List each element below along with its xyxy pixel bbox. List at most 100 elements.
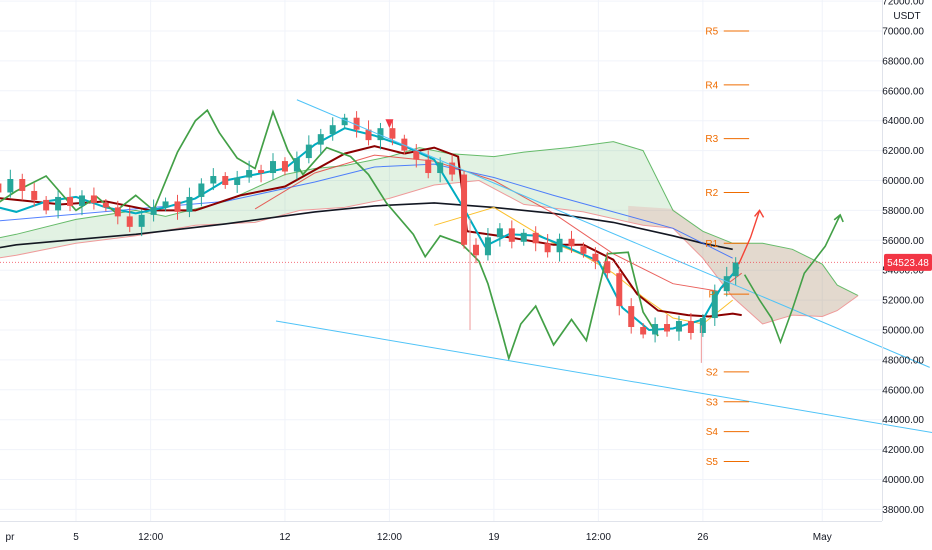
candle-body (616, 273, 623, 307)
time-tick-label: pr (6, 532, 16, 543)
candle-body (329, 125, 336, 135)
last-price-badge: 54523.48 (884, 253, 932, 271)
pivot-label: R2 (705, 188, 718, 199)
price-tick-label: 58000.00 (882, 206, 924, 217)
time-tick-label: 12:00 (377, 532, 402, 543)
price-tick-label: 44000.00 (882, 415, 924, 426)
candle-body (67, 196, 74, 206)
time-tick-label: 12:00 (586, 532, 611, 543)
candle-body (138, 214, 145, 227)
price-tick-label: 62000.00 (882, 146, 924, 157)
cloud-fill-red (628, 205, 859, 324)
price-tick-label: 52000.00 (882, 296, 924, 307)
candle-body (389, 128, 396, 139)
pivot-label: S5 (706, 457, 719, 468)
candle-body (341, 117, 348, 126)
last-price-value: 54523.48 (887, 258, 929, 269)
candle-body (162, 201, 169, 208)
sell-marker (385, 119, 394, 129)
price-tick-label: 68000.00 (882, 56, 924, 67)
pivot-label: S2 (706, 367, 719, 378)
candle-body (198, 183, 205, 197)
pivot-label: R5 (705, 27, 718, 38)
quote-currency-label: USDT (893, 11, 920, 22)
candle-body (19, 179, 26, 191)
time-tick-label: 19 (488, 532, 500, 543)
candle-body (234, 177, 241, 185)
price-tick-label: 72000.00 (882, 0, 924, 8)
trendlines (0, 99, 932, 434)
candle-body (604, 261, 611, 274)
candle-body (652, 324, 659, 335)
candle-body (7, 179, 14, 193)
candle-body (532, 232, 539, 244)
candle-body (126, 216, 133, 227)
candle-body (699, 318, 706, 333)
candle-body (425, 159, 432, 174)
candle-body (544, 243, 551, 253)
candle-body (640, 327, 647, 335)
candle-body (732, 262, 739, 277)
candle-body (508, 228, 515, 242)
candle-body (293, 158, 300, 172)
candle-body (186, 196, 193, 212)
candle-body (317, 134, 324, 145)
candle-body (556, 238, 563, 253)
candle-body (353, 117, 360, 130)
projection-arrows (738, 209, 844, 345)
price-tick-label: 40000.00 (882, 475, 924, 486)
pivot-levels: R5 R4 R3 R2 R1 P S2 S3 S4 S5 (705, 27, 750, 468)
candle-body (365, 129, 372, 141)
candle-body (472, 244, 479, 256)
cloud-span-a (0, 141, 859, 297)
price-tick-label: 56000.00 (882, 236, 924, 247)
pivot-label: R1 (705, 239, 718, 250)
candle-body (580, 246, 587, 254)
price-tick-label: 48000.00 (882, 355, 924, 366)
price-axis[interactable]: 72000.00 70000.00 68000.00 66000.00 64000.00… (882, 0, 924, 516)
candle-body (723, 276, 730, 292)
candle-body (270, 161, 277, 174)
time-tick-label: 5 (73, 532, 79, 543)
candle-body (401, 138, 408, 151)
candle-body (258, 170, 265, 174)
candle-body (246, 170, 253, 178)
descending-resistance-trendline (296, 99, 930, 368)
descending-support-trendline (275, 320, 932, 434)
candle-body (90, 195, 97, 203)
candle-body (222, 176, 229, 185)
candle-body (687, 321, 694, 333)
candle-body (568, 238, 575, 247)
ma-200-line (0, 202, 733, 251)
candle-body (43, 199, 50, 211)
price-tick-label: 42000.00 (882, 445, 924, 456)
bullish-arrow-red (738, 210, 761, 265)
candle-body (114, 207, 121, 217)
pivot-label: R3 (705, 134, 718, 145)
pivot-label: P (708, 290, 715, 301)
candle-body (55, 196, 62, 211)
candle-body (0, 183, 2, 193)
candle-body (210, 176, 217, 184)
ma-50-line (254, 154, 742, 292)
time-tick-label: 26 (697, 532, 709, 543)
time-tick-label: May (813, 532, 832, 543)
pivot-label: S4 (706, 427, 719, 438)
price-tick-label: 60000.00 (882, 176, 924, 187)
pivot-label: S3 (706, 397, 719, 408)
price-tick-label: 54000.00 (882, 266, 924, 277)
candlesticks (0, 111, 739, 363)
price-tick-label: 66000.00 (882, 86, 924, 97)
price-tick-label: 50000.00 (882, 326, 924, 337)
quote-currency-badge: USDT (893, 8, 921, 22)
candle-body (377, 128, 384, 141)
candle-body (78, 195, 85, 206)
price-tick-label: 64000.00 (882, 116, 924, 127)
candle-body (484, 237, 491, 256)
candle-body (413, 150, 420, 160)
arrowhead-green (833, 213, 844, 223)
price-tick-label: 46000.00 (882, 385, 924, 396)
